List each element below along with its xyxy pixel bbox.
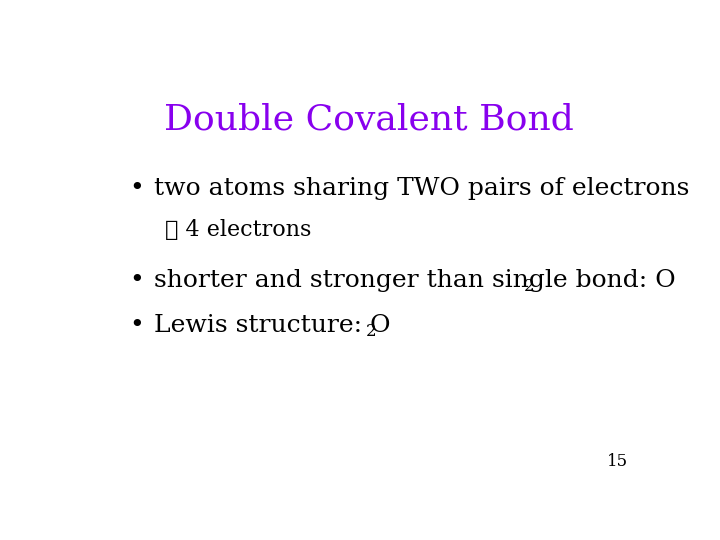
Text: •: • (129, 268, 144, 292)
Text: Lewis structure: O: Lewis structure: O (154, 314, 391, 338)
Text: •: • (129, 177, 144, 200)
Text: ✓ 4 electrons: ✓ 4 electrons (166, 219, 312, 241)
Text: Double Covalent Bond: Double Covalent Bond (164, 102, 574, 136)
Text: two atoms sharing TWO pairs of electrons: two atoms sharing TWO pairs of electrons (154, 177, 690, 200)
Text: •: • (129, 314, 144, 338)
Text: 2: 2 (366, 323, 377, 340)
Text: 2: 2 (524, 278, 535, 295)
Text: shorter and stronger than single bond: O: shorter and stronger than single bond: O (154, 268, 676, 292)
Text: 15: 15 (608, 453, 629, 470)
